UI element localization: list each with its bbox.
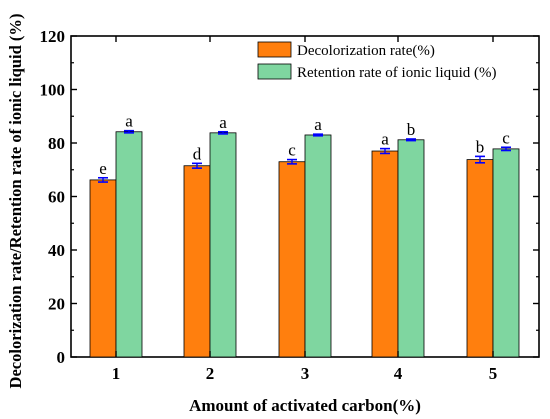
significance-letter: a <box>381 130 389 149</box>
x-tick-label: 2 <box>206 364 215 383</box>
y-tick-label: 80 <box>48 134 65 153</box>
bar-retention-2 <box>209 132 237 358</box>
bar-decolorization-3 <box>278 161 306 358</box>
significance-letter: b <box>476 137 485 156</box>
bar-retention-3 <box>304 134 332 358</box>
x-axis-title: Amount of activated carbon(%) <box>189 396 421 415</box>
x-tick-label: 5 <box>489 364 498 383</box>
legend-label-retention: Retention rate of ionic liquid (%) <box>297 65 497 81</box>
y-tick-label: 60 <box>48 188 65 207</box>
y-axis-title: Decolorization rate/Retention rate of io… <box>6 14 25 389</box>
significance-letter: b <box>407 120 416 139</box>
significance-letter: a <box>125 112 133 131</box>
bars-layer <box>89 131 520 358</box>
significance-letter: c <box>288 141 296 160</box>
legend-label-decolorization: Decolorization rate(%) <box>297 43 435 59</box>
bar-retention-4 <box>397 139 425 358</box>
bar-decolorization-2 <box>183 165 211 358</box>
y-tick-label: 20 <box>48 295 65 314</box>
error-bars-layer <box>98 129 511 183</box>
x-tick-label: 4 <box>394 364 403 383</box>
significance-letter: a <box>314 115 322 134</box>
legend-swatch-retention <box>257 63 292 80</box>
significance-letters-layer: ed ca ba a a b c <box>99 112 510 178</box>
significance-letter: d <box>193 144 202 163</box>
significance-letter: a <box>219 113 227 132</box>
x-tick-label: 3 <box>301 364 310 383</box>
significance-letter: c <box>502 128 510 147</box>
bar-decolorization-1 <box>89 179 117 358</box>
y-axis: 0 20 40 60 80 100 120 <box>40 27 539 367</box>
bar-retention-1 <box>115 131 143 358</box>
legend: Decolorization rate(%) Retention rate of… <box>257 41 497 81</box>
significance-letter: e <box>99 159 107 178</box>
x-tick-label: 1 <box>112 364 121 383</box>
legend-swatch-decolorization <box>257 41 292 58</box>
bar-retention-5 <box>492 148 520 358</box>
y-tick-label: 0 <box>57 348 66 367</box>
bar-decolorization-4 <box>371 150 399 358</box>
y-tick-label: 40 <box>48 241 65 260</box>
y-tick-label: 100 <box>40 81 66 100</box>
y-tick-label: 120 <box>40 27 66 46</box>
bar-decolorization-5 <box>466 159 494 358</box>
x-axis: 1 2 3 4 5 <box>112 36 498 383</box>
